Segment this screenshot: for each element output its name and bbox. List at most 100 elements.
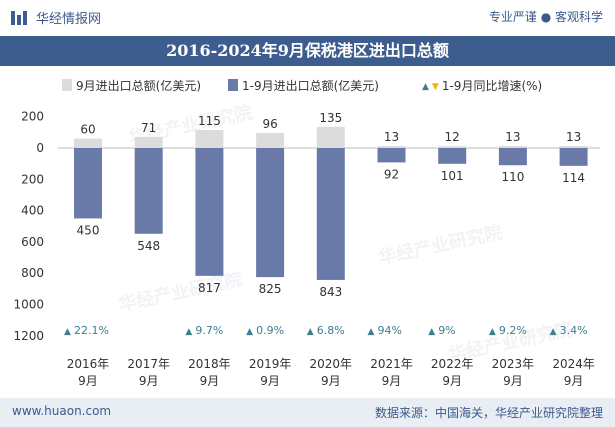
x-tick-label-month: 9月 (382, 374, 402, 388)
data-label-cumulative: 114 (562, 171, 585, 185)
growth-up-triangle-icon: ▲ (368, 327, 375, 337)
y-tick-label: 600 (21, 235, 44, 249)
up-triangle-icon: ▲ (422, 82, 429, 92)
legend-item-monthly: 9月进出口总额(亿美元) (62, 77, 201, 94)
bar-monthly-total (498, 145, 527, 148)
legend-swatch-monthly (62, 79, 72, 91)
bar-cumulative-total (316, 148, 345, 280)
data-label-cumulative: 817 (198, 281, 221, 295)
bar-monthly-total (256, 132, 285, 148)
x-tick-label-year: 2022年 (431, 357, 474, 371)
growth-rate-label: 6.8% (317, 324, 345, 337)
data-label-cumulative: 825 (259, 282, 282, 296)
bar-monthly-total (559, 145, 588, 148)
down-triangle-icon: ▼ (431, 82, 439, 92)
x-tick-label-month: 9月 (260, 374, 280, 388)
legend: 9月进出口总额(亿美元) 1-9月进出口总额(亿美元) ▲ ▼ 1-9月同比增速(%… (0, 74, 615, 96)
bar-cumulative-total (438, 148, 467, 164)
tagline: 专业严谨 ● 客观科学 (488, 10, 603, 24)
x-tick-label-month: 9月 (503, 374, 523, 388)
bar-monthly-total (195, 130, 224, 148)
data-label-cumulative: 92 (384, 167, 399, 181)
growth-rate-label: 0.9% (256, 324, 284, 337)
bar-monthly-total (74, 138, 102, 148)
y-tick-label: 1200 (13, 329, 44, 343)
growth-up-triangle-icon: ▲ (64, 327, 71, 337)
data-label-cumulative: 843 (319, 285, 342, 299)
growth-up-triangle-icon: ▲ (550, 327, 557, 337)
top-bar: 华经情报网 专业严谨 ● 客观科学 (0, 0, 615, 36)
growth-rate-label: 9.2% (499, 324, 527, 337)
data-label-monthly: 60 (80, 123, 95, 137)
growth-up-triangle-icon: ▲ (246, 327, 253, 337)
x-tick-label-month: 9月 (200, 374, 220, 388)
bar-cumulative-total (195, 148, 224, 276)
watermark-text: 华经产业研究院 (376, 221, 504, 269)
growth-rate-label: 22.1% (74, 324, 109, 337)
growth-up-triangle-icon: ▲ (185, 327, 192, 337)
growth-rate-label: 3.4% (560, 324, 588, 337)
bar-cumulative-total (134, 148, 163, 234)
x-tick-label-year: 2024年 (552, 357, 595, 371)
legend-item-growth: ▲ ▼ 1-9月同比增速(%) (422, 77, 542, 94)
growth-rate-label: 94% (378, 324, 402, 337)
data-label-monthly: 115 (198, 114, 221, 128)
growth-up-triangle-icon: ▲ (428, 327, 435, 337)
watermark-text: 华经产业研究院 (116, 268, 244, 316)
data-label-cumulative: 101 (441, 169, 464, 183)
data-label-monthly: 13 (384, 130, 399, 144)
legend-label-cumulative: 1-9月进出口总额(亿美元) (242, 79, 379, 93)
y-tick-label: 200 (21, 110, 44, 124)
legend-item-cumulative: 1-9月进出口总额(亿美元) (228, 77, 379, 94)
growth-up-triangle-icon: ▲ (489, 327, 496, 337)
growth-rate-label: 9% (438, 324, 455, 337)
data-label-cumulative: 110 (501, 170, 524, 184)
x-tick-label-year: 2020年 (310, 357, 353, 371)
growth-up-triangle-icon: ▲ (307, 327, 314, 337)
x-tick-label-month: 9月 (139, 374, 159, 388)
x-tick-label-year: 2023年 (492, 357, 535, 371)
title-bar: 2016-2024年9月保税港区进出口总额 (0, 36, 615, 66)
x-tick-label-month: 9月 (564, 374, 584, 388)
bar-cumulative-total (559, 148, 588, 166)
bar-monthly-total (377, 145, 406, 148)
x-tick-label-year: 2016年 (67, 357, 110, 371)
data-label-cumulative: 450 (77, 223, 100, 237)
x-tick-label-month: 9月 (442, 374, 462, 388)
legend-label-growth: 1-9月同比增速(%) (441, 79, 543, 93)
x-tick-label-year: 2018年 (188, 357, 231, 371)
data-label-monthly: 13 (505, 130, 520, 144)
bar-monthly-total (316, 126, 345, 148)
x-tick-label-year: 2021年 (370, 357, 413, 371)
growth-rate-label: 9.7% (195, 324, 223, 337)
x-tick-label-month: 9月 (78, 374, 98, 388)
bar-cumulative-total (256, 148, 285, 278)
data-label-monthly: 71 (141, 121, 156, 135)
bar-cumulative-total (498, 148, 527, 166)
y-tick-label: 800 (21, 266, 44, 280)
x-tick-label-year: 2019年 (249, 357, 292, 371)
y-tick-label: 0 (36, 141, 44, 155)
website-url: www.huaon.com (12, 404, 112, 418)
data-label-monthly: 13 (566, 130, 581, 144)
y-tick-label: 200 (21, 172, 44, 186)
data-source: 数据来源：中国海关，华经产业研究院整理 (374, 406, 603, 420)
data-label-monthly: 135 (319, 111, 342, 125)
x-tick-label-month: 9月 (321, 374, 341, 388)
data-label-cumulative: 548 (137, 239, 160, 253)
chart-area: 华经产业研究院华经产业研究院华经产业研究院华经产业研究院200020040060… (13, 101, 600, 388)
legend-swatch-cumulative (228, 79, 238, 91)
bar-monthly-total (438, 146, 467, 148)
bar-cumulative-total (377, 148, 406, 163)
y-tick-label: 400 (21, 204, 44, 218)
brand-name: 华经情报网 (36, 12, 102, 27)
logo-icon (11, 11, 27, 25)
x-tick-label-year: 2017年 (127, 357, 170, 371)
bar-monthly-total (134, 136, 163, 148)
chart-title: 2016-2024年9月保税港区进出口总额 (166, 41, 449, 60)
bar-cumulative-total (74, 148, 102, 219)
y-tick-label: 1000 (13, 298, 44, 312)
footer: www.huaon.com 数据来源：中国海关，华经产业研究院整理 (0, 398, 615, 427)
data-label-monthly: 12 (445, 130, 460, 144)
data-label-monthly: 96 (262, 117, 277, 131)
